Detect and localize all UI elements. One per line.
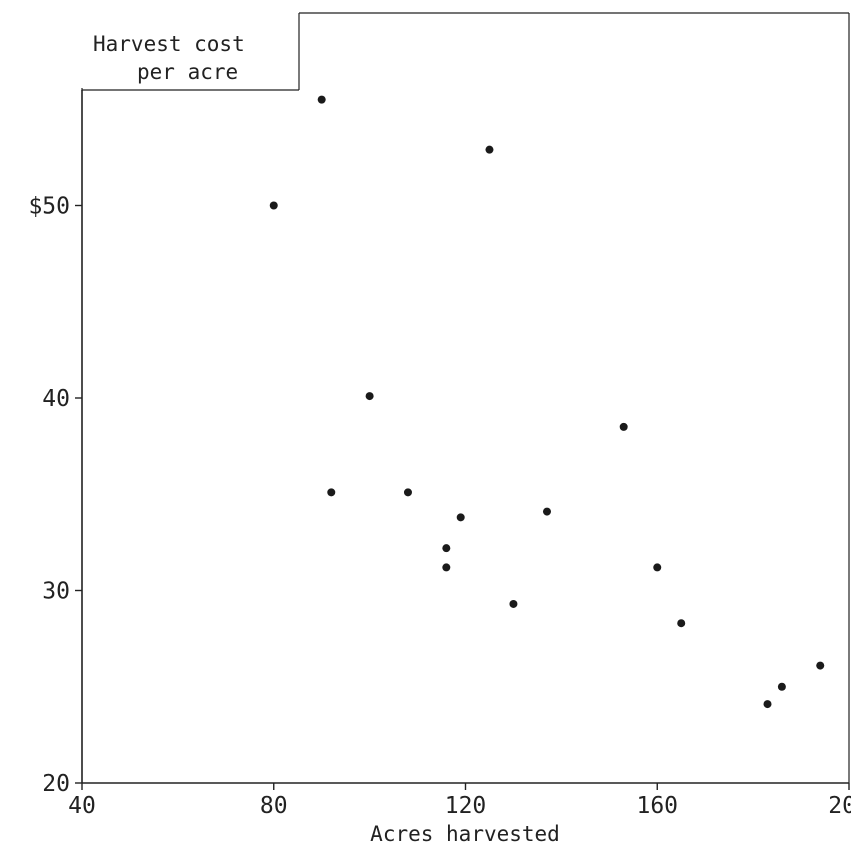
data-point [619, 422, 628, 431]
data-point [269, 201, 278, 210]
data-point [403, 488, 412, 497]
x-tick-label: 80 [260, 793, 288, 819]
x-tick-label: 200 [828, 793, 851, 819]
data-point [509, 599, 518, 608]
data-point [317, 95, 326, 104]
y-axis-ticks: 20 30 40 $50 [28, 194, 82, 797]
data-point [442, 544, 451, 553]
data-point [442, 563, 451, 572]
data-point [456, 513, 465, 522]
y-tick-label: 40 [42, 386, 70, 412]
data-point [763, 700, 772, 709]
x-tick-label: 40 [68, 793, 96, 819]
data-point [777, 682, 786, 691]
axis-titles: Harvest cost per acre Acres harvested [93, 32, 560, 846]
x-axis-title: Acres harvested [370, 822, 560, 846]
y-tick-label: 20 [42, 771, 70, 797]
ylabel-line-2: per acre [137, 60, 238, 84]
data-point [653, 563, 662, 572]
data-points [269, 95, 825, 709]
data-point [365, 392, 374, 401]
chart-frame [81, 12, 850, 784]
x-tick-label: 120 [445, 793, 487, 819]
data-point [542, 507, 551, 516]
y-tick-label: $50 [28, 194, 70, 220]
y-tick-label: 30 [42, 579, 70, 605]
data-point [327, 488, 336, 497]
data-point [485, 145, 494, 154]
ylabel-line-1: Harvest cost [93, 32, 245, 56]
data-point [816, 661, 825, 670]
x-axis-ticks: 40 80 120 160 200 [68, 783, 851, 819]
data-point [677, 619, 686, 628]
x-tick-label: 160 [636, 793, 678, 819]
